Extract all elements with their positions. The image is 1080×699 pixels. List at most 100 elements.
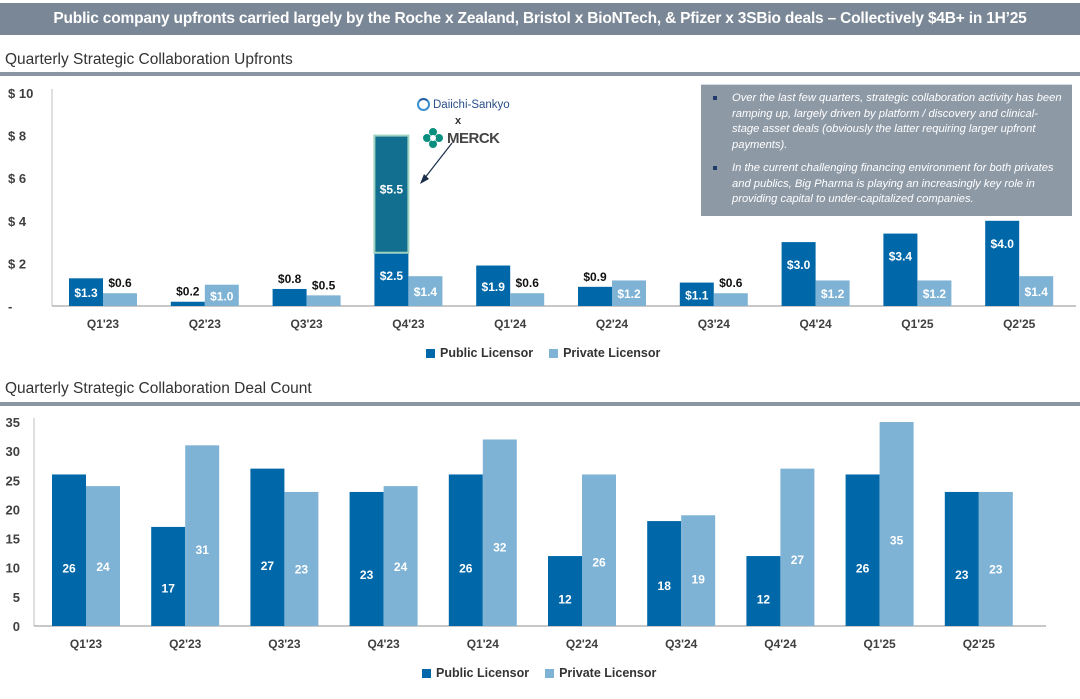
bar-label-public: $0.8 [278, 272, 302, 286]
upfronts-title-rule [0, 72, 1080, 76]
bar-public [845, 474, 880, 626]
bar-label-public: 26 [459, 561, 473, 575]
y-tick-label: $ 6 [8, 171, 26, 186]
x-category-label: Q1'24 [494, 317, 527, 331]
bar-label-public: $0.2 [176, 285, 200, 299]
x-category-label: Q3'23 [268, 637, 301, 651]
bar-private [681, 515, 716, 626]
bar-label-public: $0.9 [583, 270, 607, 284]
x-category-label: Q4'23 [367, 637, 400, 651]
deal-count-legend: Public Licensor Private Licensor [422, 666, 656, 680]
y-tick-label: - [8, 299, 12, 314]
bar-label-private: 23 [989, 563, 1003, 577]
y-tick-label: $ 8 [8, 129, 26, 144]
y-tick-label: $ 2 [8, 256, 26, 271]
bar-label-private: 19 [692, 572, 706, 586]
bar-public [151, 526, 186, 626]
bar-label-private: $0.5 [312, 278, 336, 292]
bar-label-private: 24 [96, 560, 110, 574]
bar-public [170, 301, 205, 306]
legend-public-label: Public Licensor [440, 346, 534, 360]
bar-label-private: 35 [890, 533, 904, 547]
bar-private [978, 491, 1013, 626]
y-tick-label: $ 4 [8, 214, 27, 229]
legend-private-label: Private Licensor [563, 346, 661, 360]
commentary-bullet: In the current challenging financing env… [713, 161, 1062, 208]
x-category-label: Q4'24 [799, 317, 832, 331]
legend-private-label: Private Licensor [559, 666, 657, 680]
upfronts-chart-title: Quarterly Strategic Collaboration Upfron… [5, 51, 293, 68]
bar-label-private: $0.6 [108, 276, 132, 290]
bar-label-private: $0.6 [719, 276, 743, 290]
bar-private [510, 293, 545, 306]
bar-private [408, 276, 443, 306]
bar-label-public: $3.0 [787, 258, 811, 272]
bar-label-public: 12 [757, 592, 771, 606]
bar-public [374, 252, 409, 306]
bar-private [582, 474, 616, 626]
bar-label-private: $0.6 [516, 276, 540, 290]
public-swatch-icon [426, 348, 435, 358]
bar-public [679, 282, 714, 306]
x-category-label: Q3'24 [698, 317, 731, 331]
y-tick-label: 35 [6, 415, 20, 430]
upfronts-legend: Public Licensor Private Licensor [426, 346, 660, 360]
bar-public [250, 468, 285, 626]
bullet-icon [713, 166, 717, 170]
bar-public [781, 242, 816, 306]
deal-count-chart-title: Quarterly Strategic Collaboration Deal C… [5, 380, 312, 397]
commentary-bullet: Over the last few quarters, strategic co… [713, 91, 1062, 153]
commentary-box: Over the last few quarters, strategic co… [701, 84, 1072, 216]
bar-private [612, 280, 646, 306]
x-category-label: Q2'24 [596, 317, 629, 331]
x-category-label: Q2'25 [1003, 317, 1036, 331]
annotation-arrow-head-icon [420, 174, 429, 184]
bar-public [883, 233, 918, 306]
company-b-name: MERCK [447, 129, 500, 147]
x-category-label: Q4'24 [764, 637, 797, 651]
bar-private [879, 422, 914, 626]
merck-logo-icon [423, 128, 443, 148]
commentary-text: In the current challenging financing env… [732, 162, 1054, 205]
bar-private [284, 491, 319, 626]
daiichi-sankyo-logo-icon [417, 98, 430, 111]
legend-private: Private Licensor [549, 346, 660, 360]
annotation-arrow-line [423, 142, 453, 180]
x-category-label: Q3'24 [665, 637, 698, 651]
bar-public [746, 556, 781, 626]
x-category-label: Q4'23 [392, 317, 425, 331]
bar-label-private: 32 [493, 541, 507, 555]
y-tick-label: 15 [6, 532, 20, 547]
x-category-label: Q1'24 [467, 637, 500, 651]
bar-label-private: 26 [592, 555, 606, 569]
bar-label-public: 17 [162, 581, 176, 595]
bar-private [383, 486, 418, 626]
bar-private [103, 293, 137, 306]
bar-private [815, 280, 850, 306]
bar-label-public: $2.5 [380, 269, 404, 283]
merck-logo: MERCK [423, 128, 500, 148]
bar-label-public: 26 [856, 561, 870, 575]
bar-label-public: 27 [261, 559, 275, 573]
x-category-label: Q2'24 [566, 637, 599, 651]
bar-public [578, 286, 612, 306]
daiichi-sankyo-logo: Daiichi-Sankyo [417, 98, 510, 111]
deal-connector: x [455, 115, 462, 127]
bar-public [69, 278, 103, 306]
bar-public [985, 220, 1020, 306]
bar-public [349, 491, 384, 626]
y-tick-label: $ 10 [8, 86, 33, 101]
y-tick-label: 5 [13, 590, 20, 605]
y-tick-label: 30 [6, 444, 20, 459]
bar-label-private: 31 [196, 543, 210, 557]
bar-label-public: $3.4 [889, 250, 913, 264]
bar-highlight-deal [373, 134, 410, 254]
bar-private [185, 445, 220, 626]
legend-public: Public Licensor [426, 346, 533, 360]
bar-label-public: 18 [658, 579, 672, 593]
bar-label-public: 12 [558, 592, 572, 606]
bar-label-public: $4.0 [991, 237, 1015, 251]
bar-public [52, 474, 86, 626]
x-category-label: Q2'25 [963, 637, 996, 651]
bar-public [548, 556, 582, 626]
